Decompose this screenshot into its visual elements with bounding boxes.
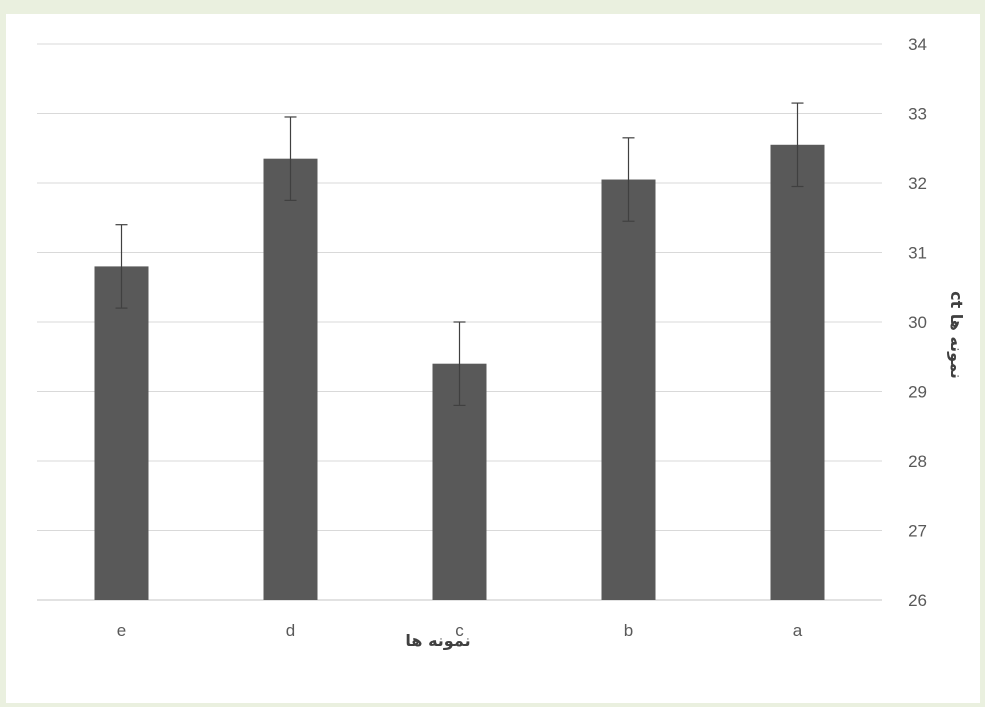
- y-tick-label: 32: [908, 174, 927, 193]
- y-tick-label: 27: [908, 522, 927, 541]
- error-bars: [115, 102, 804, 406]
- y-tick-label: 29: [908, 383, 927, 402]
- y-tick-label: 33: [908, 105, 927, 124]
- y-tick-label: 31: [908, 244, 927, 263]
- bar: [601, 179, 656, 600]
- x-tick-label: b: [624, 621, 633, 640]
- y-tick-label: 30: [908, 313, 927, 332]
- x-axis-title: نمونه ها: [405, 631, 470, 650]
- bar-chart: 26 27 28 29 30 31 32 33 34 e d c b a نمونه ها ct نمو…: [37, 35, 966, 650]
- bar: [263, 158, 318, 601]
- chart-frame: 26 27 28 29 30 31 32 33 34 e d c b a نمونه ها ct نمو…: [6, 14, 980, 703]
- y-tick-label: 34: [908, 35, 927, 54]
- x-tick-label: a: [793, 621, 803, 640]
- bars: [94, 144, 825, 601]
- y-tick-label: 26: [908, 591, 927, 610]
- y-axis-title: ct نمونه ها: [947, 291, 966, 379]
- y-tick-labels: 26 27 28 29 30 31 32 33 34: [908, 35, 927, 610]
- bar: [94, 266, 149, 600]
- x-tick-label: e: [117, 621, 126, 640]
- y-tick-label: 28: [908, 452, 927, 471]
- bar: [770, 144, 825, 600]
- x-tick-label: c: [455, 621, 464, 640]
- x-tick-label: d: [286, 621, 295, 640]
